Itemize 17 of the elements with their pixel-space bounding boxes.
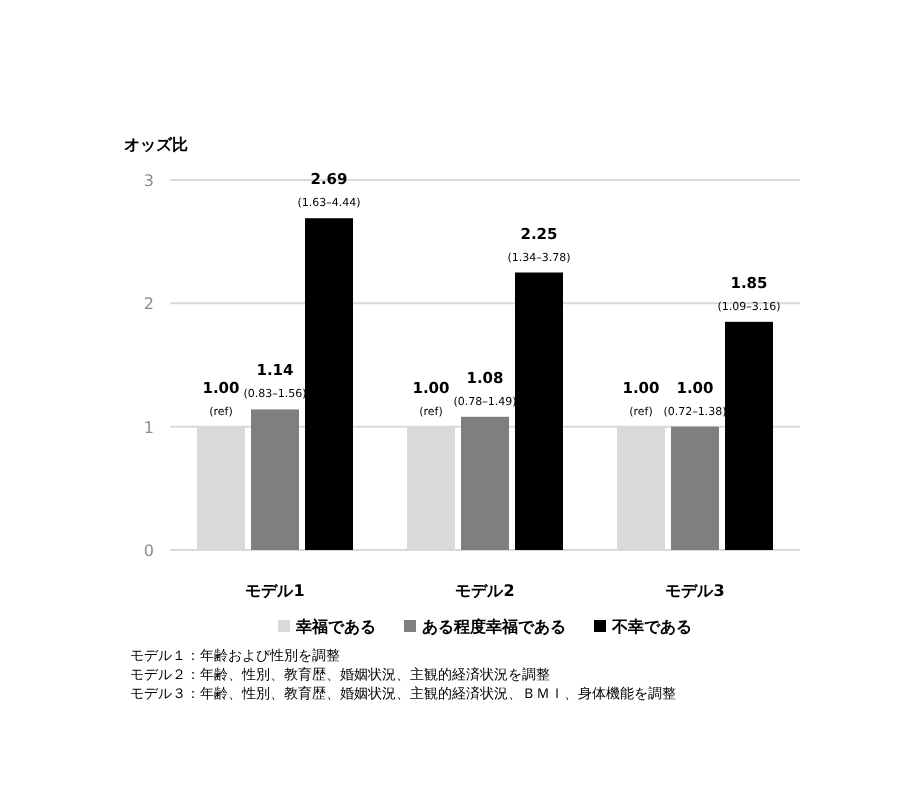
bar xyxy=(671,426,719,550)
y-tick-label: 2 xyxy=(143,295,154,314)
y-tick-label: 3 xyxy=(143,172,154,190)
legend-label: 不幸である xyxy=(610,618,692,636)
bar xyxy=(515,272,563,550)
bar xyxy=(305,218,353,550)
y-tick-label: 1 xyxy=(143,418,154,437)
bar xyxy=(461,416,509,550)
x-tick-label: モデル1 xyxy=(245,582,306,600)
y-tick-label: 0 xyxy=(143,542,154,560)
y-axis-title: オッズ比 xyxy=(124,136,188,154)
bar xyxy=(725,321,773,550)
x-tick-label: モデル3 xyxy=(665,582,725,600)
x-tick-label: モデル2 xyxy=(455,582,515,600)
bar xyxy=(251,409,299,550)
legend-label: ある程度幸福である xyxy=(422,616,566,636)
legend-label: 幸福である xyxy=(294,618,376,636)
